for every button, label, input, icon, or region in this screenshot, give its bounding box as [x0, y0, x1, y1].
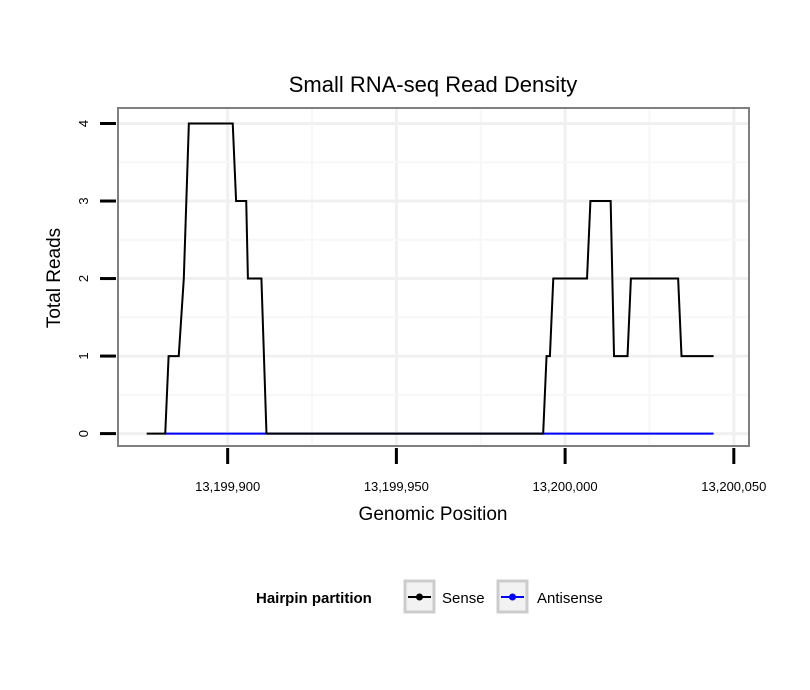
legend-point-sense: [416, 593, 423, 601]
x-tick-label: 13,199,950: [364, 479, 429, 494]
y-tick-label: 3: [76, 197, 91, 204]
chart-title: Small RNA-seq Read Density: [289, 72, 578, 97]
x-tick-label: 13,200,000: [533, 479, 598, 494]
y-axis: 0 1 2 3 4: [76, 120, 116, 437]
legend-label-sense: Sense: [442, 590, 485, 607]
x-axis: 13,199,900 13,199,950 13,200,000 13,200,050: [195, 448, 766, 494]
y-tick-label: 2: [76, 275, 91, 282]
series-line-sense: [146, 122, 714, 435]
legend-point-antisense: [509, 593, 516, 601]
x-axis-label: Genomic Position: [359, 504, 508, 525]
legend-item-antisense[interactable]: Antisense: [496, 579, 603, 614]
x-tick-label: 13,199,900: [195, 479, 260, 494]
legend-item-sense[interactable]: Sense: [403, 579, 485, 614]
y-tick-label: 1: [76, 352, 91, 359]
series-layer: [146, 122, 714, 435]
legend-title: Hairpin partition: [256, 590, 372, 607]
y-tick-label: 0: [76, 430, 91, 437]
y-axis-label: Total Reads: [44, 228, 65, 328]
plot-panel: [118, 108, 749, 446]
panel-border: [117, 107, 750, 447]
legend-label-antisense: Antisense: [537, 590, 603, 607]
legend: Hairpin partition Sense Antisense: [256, 579, 603, 614]
y-tick-label: 4: [76, 120, 91, 127]
x-tick-label: 13,200,050: [701, 479, 766, 494]
